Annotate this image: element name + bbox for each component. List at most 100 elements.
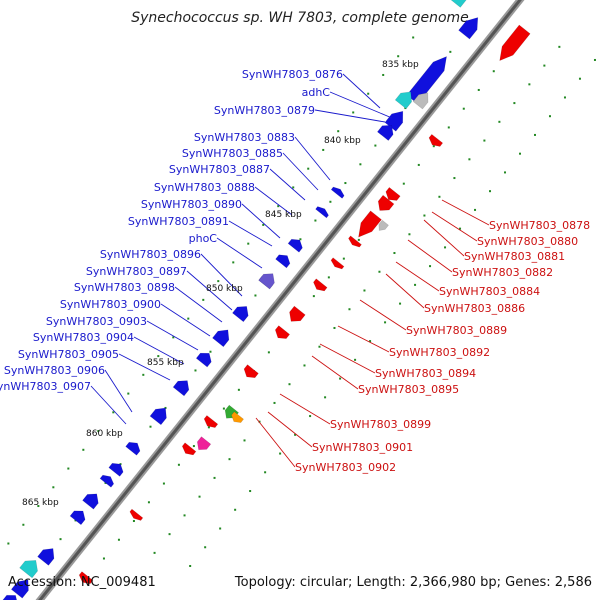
gene-forward[interactable] [315,206,329,219]
label-leader [267,411,313,448]
gene-label-synwh7803-0879[interactable]: SynWH7803_0879 [214,104,315,117]
gene-label-synwh7803-0887[interactable]: SynWH7803_0887 [169,163,270,176]
gene-forward[interactable] [195,352,212,368]
gene-label-synwh7803-0907[interactable]: SynWH7803_0907 [0,380,91,393]
tick-dot [198,495,201,498]
gene-label-synwh7803-0881[interactable]: SynWH7803_0881 [464,250,565,263]
gene-reverse[interactable] [330,257,345,270]
gene-reverse[interactable] [348,235,362,248]
tick-dot [382,73,385,76]
gene-reverse[interactable] [274,325,291,339]
tick-dot [59,538,62,541]
gene-label-synwh7803-0878[interactable]: SynWH7803_0878 [489,219,590,232]
gene-forward[interactable] [2,594,18,600]
gene-label-synwh7803-0886[interactable]: SynWH7803_0886 [424,302,525,315]
gene-label-synwh7803-0897[interactable]: SynWH7803_0897 [86,265,187,278]
gene-forward[interactable] [232,306,249,323]
gene-forward[interactable] [37,548,55,566]
gene-label-synwh7803-0903[interactable]: SynWH7803_0903 [46,315,147,328]
label-leader [160,303,211,337]
gene-forward[interactable] [108,462,124,477]
tick-dot [232,261,235,264]
gene-reverse[interactable] [428,133,444,147]
gene-forward[interactable] [376,124,394,141]
gene-rna[interactable] [448,0,467,8]
gene-label-synwh7803-0891[interactable]: SynWH7803_0891 [128,215,229,228]
gene-label-synwh7803-0901[interactable]: SynWH7803_0901 [312,441,413,454]
gene-forward[interactable] [82,493,99,510]
label-leader [314,109,386,123]
gene-reverse[interactable] [243,364,259,379]
gene-label-synwh7803-0876[interactable]: SynWH7803_0876 [242,68,343,81]
gene-rna[interactable] [394,91,412,110]
gene-label-synwh7803-0885[interactable]: SynWH7803_0885 [182,147,283,160]
accession-text: Accession: NC_009481 [8,575,156,590]
gene-forward[interactable] [172,380,190,397]
gene-reverse[interactable] [203,415,219,428]
gene-rna[interactable] [19,560,38,579]
tick-dot [327,276,330,279]
gene-forward[interactable] [330,186,345,199]
tick-dot [399,302,402,305]
tick-dot [449,50,452,53]
gene-label-synwh7803-0883[interactable]: SynWH7803_0883 [194,131,295,144]
gene-reverse[interactable] [499,24,531,62]
label-leader [431,211,478,242]
tick-dot [228,458,231,461]
label-leader [241,203,281,239]
gene-pseudo[interactable] [378,219,389,231]
gene-label-synwh7803-0880[interactable]: SynWH7803_0880 [477,235,578,248]
gene-label-synwh7803-0894[interactable]: SynWH7803_0894 [375,367,476,380]
gene-reverse[interactable] [78,571,94,585]
tick-dot [432,145,435,148]
gene-label-synwh7803-0890[interactable]: SynWH7803_0890 [141,198,242,211]
gene-reverse[interactable] [358,210,382,238]
gene-forward[interactable] [125,441,141,456]
gene-label-synwh7803-0899[interactable]: SynWH7803_0899 [330,418,431,431]
label-leader [395,261,440,292]
tick-dot [299,238,302,241]
tick-dot [447,126,450,129]
gene-reverse[interactable] [377,194,395,211]
gene-label-synwh7803-0906[interactable]: SynWH7803_0906 [4,364,105,377]
gene-reverse[interactable] [289,305,306,322]
gene-reverse[interactable] [181,442,197,456]
tick-dot [378,270,381,273]
gene-label-synwh7803-0896[interactable]: SynWH7803_0896 [100,248,201,261]
gene-label-synwh7803-0888[interactable]: SynWH7803_0888 [154,181,255,194]
gene-label-phoc[interactable]: phoC [189,232,218,245]
label-leader [90,385,127,425]
gene-label-synwh7803-0904[interactable]: SynWH7803_0904 [33,331,134,344]
gene-label-synwh7803-0900[interactable]: SynWH7803_0900 [60,298,161,311]
gene-label-synwh7803-0895[interactable]: SynWH7803_0895 [358,383,459,396]
gene-forward[interactable] [458,17,479,40]
gene-forward[interactable] [275,254,291,269]
gene-reverse[interactable] [385,186,401,201]
gene-label-synwh7803-0884[interactable]: SynWH7803_0884 [439,285,540,298]
gene-forward[interactable] [212,329,230,348]
gene-pseudo[interactable] [412,92,429,110]
gene-forward[interactable] [287,238,303,253]
label-leader [329,91,393,119]
gene-forward[interactable] [99,474,115,488]
gene-forward[interactable] [10,579,29,599]
genome-stats-text: Topology: circular; Length: 2,366,980 bp… [234,575,592,590]
gene-label-adhc[interactable]: adhC [302,86,331,99]
gene-label-synwh7803-0892[interactable]: SynWH7803_0892 [389,346,490,359]
gene-orange[interactable] [231,411,244,423]
tick-dot [359,163,362,166]
gene-reverse[interactable] [313,278,328,292]
gene-forward[interactable] [149,407,167,426]
gene-label-synwh7803-0889[interactable]: SynWH7803_0889 [406,324,507,337]
tick-dot [519,152,522,155]
gene-label-synwh7803-0905[interactable]: SynWH7803_0905 [18,348,119,361]
gene-magenta[interactable] [196,436,212,451]
gene-reverse[interactable] [129,508,144,521]
gene-forward[interactable] [69,510,86,526]
tick-dot [204,546,207,549]
gene-label-synwh7803-0902[interactable]: SynWH7803_0902 [295,461,396,474]
gene-label-synwh7803-0882[interactable]: SynWH7803_0882 [452,266,553,279]
gene-phoc[interactable] [258,273,275,290]
gene-forward[interactable] [384,110,404,132]
gene-label-synwh7803-0898[interactable]: SynWH7803_0898 [74,281,175,294]
